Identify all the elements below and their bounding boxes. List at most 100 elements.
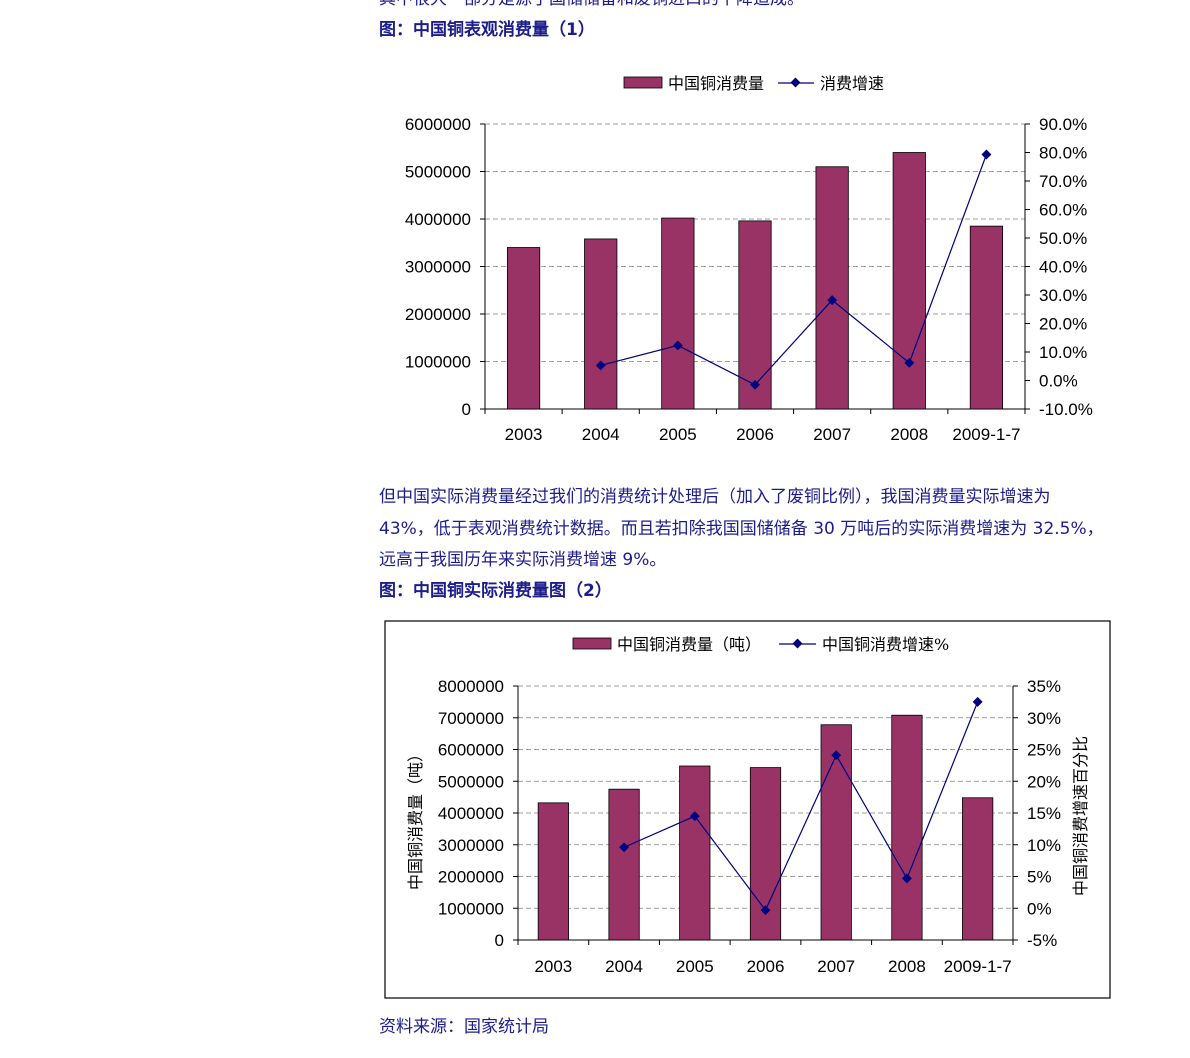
x-tick-label: 2008 — [888, 957, 926, 976]
y-tick-label-right: -10.0% — [1039, 400, 1093, 419]
line-point — [901, 873, 912, 884]
y-tick-label-right: 15% — [1027, 804, 1061, 823]
x-tick-label: 2009-1-7 — [944, 957, 1012, 976]
x-tick-label: 2005 — [659, 425, 697, 444]
y-tick-label-left: 5000000 — [438, 772, 504, 791]
bar — [892, 152, 926, 410]
bar — [506, 247, 541, 410]
y-tick-label-left: 2000000 — [438, 868, 504, 887]
line-point — [689, 811, 700, 822]
line-point — [595, 360, 606, 371]
x-tick-label: 2008 — [890, 425, 928, 444]
bar — [661, 217, 695, 410]
bar — [891, 714, 923, 941]
y-tick-label-right: 25% — [1027, 741, 1061, 760]
x-tick-label: 2005 — [676, 957, 714, 976]
y-tick-label-left: 6000000 — [405, 115, 471, 134]
line-point — [760, 905, 771, 916]
y-tick-label-left: 6000000 — [438, 741, 504, 760]
x-tick-label: 2003 — [534, 957, 572, 976]
bar — [608, 788, 640, 941]
y-tick-label-right: 20.0% — [1039, 315, 1087, 334]
legend-bar-swatch — [623, 76, 663, 89]
line-point — [972, 696, 983, 707]
y-tick-label-right: 20% — [1027, 772, 1061, 791]
line-point — [672, 340, 683, 351]
legend-label: 消费增速 — [820, 74, 884, 93]
analysis-paragraph: 但中国实际消费量经过我们的消费统计处理后（加入了废铜比例），我国消费量实际增速为… — [379, 482, 1139, 577]
growth-line — [623, 701, 979, 912]
line-point — [981, 149, 992, 160]
y-tick-label-left: 0 — [495, 931, 504, 950]
bar — [962, 797, 994, 941]
y-tick-label-right: 80.0% — [1039, 144, 1087, 163]
y-tick-label-right: 0% — [1027, 899, 1052, 918]
legend-label: 中国铜消费量（吨） — [617, 635, 761, 654]
chart1: 中国铜消费量 消费增速 6000000 5000000 4000000 3000000… — [405, 74, 1093, 444]
chart1-legend: 中国铜消费量 消费增速 — [623, 74, 884, 93]
y-tick-label-left: 8000000 — [438, 677, 504, 696]
growth-line — [600, 154, 987, 386]
chart2-frame — [384, 620, 1111, 999]
y-tick-label-left: 1000000 — [405, 353, 471, 372]
y-tick-label-right: 10.0% — [1039, 343, 1087, 362]
y-tick-label-left: 3000000 — [405, 258, 471, 277]
y-tick-label-right: -5% — [1027, 931, 1057, 950]
bar — [584, 238, 618, 410]
legend-bar-swatch — [572, 637, 612, 650]
y-tick-label-left: 1000000 — [438, 899, 504, 918]
y-tick-label-left: 3000000 — [438, 836, 504, 855]
y-tick-label-right: 10% — [1027, 836, 1061, 855]
line-point — [904, 357, 915, 368]
x-tick-label: 2006 — [736, 425, 774, 444]
bar — [679, 765, 711, 941]
line-point — [619, 842, 630, 853]
x-tick-label: 2009-1-7 — [952, 425, 1020, 444]
x-tick-label: 2004 — [582, 425, 620, 444]
y-tick-label-right: 90.0% — [1039, 115, 1087, 134]
y-tick-label-right: 30% — [1027, 709, 1061, 728]
legend-label: 中国铜消费量 — [668, 74, 764, 93]
chart1-heading: 图：中国铜表观消费量（1） — [379, 20, 595, 40]
bar — [815, 166, 849, 410]
y-tick-label-right: 60.0% — [1039, 201, 1087, 220]
paragraph-fragment: 其中很大一部分是源于国储储备和废铜进口的下降造成。 — [379, 0, 804, 15]
chart2-heading: 图：中国铜实际消费量图（2） — [379, 581, 612, 601]
y-tick-label-left: 2000000 — [405, 305, 471, 324]
y-tick-label-right: 0.0% — [1039, 372, 1078, 391]
bar — [820, 724, 852, 941]
line-point — [831, 750, 842, 761]
y-tick-label-right: 30.0% — [1039, 286, 1087, 305]
y-tick-label-right: 5% — [1027, 868, 1052, 887]
y-tick-label-left: 5000000 — [405, 163, 471, 182]
chart2-legend: 中国铜消费量（吨） 中国铜消费增速% — [572, 635, 949, 654]
y-tick-label-right: 70.0% — [1039, 172, 1087, 191]
y-tick-label-left: 7000000 — [438, 709, 504, 728]
y-axis-label-left: 中国铜消费量（吨） — [406, 746, 425, 890]
source-note: 资料来源：国家统计局 — [379, 1017, 549, 1037]
y-tick-label-left: 4000000 — [438, 804, 504, 823]
chart2: 中国铜消费量（吨） 中国铜消费增速% 中国铜消费量（吨） 中国铜消费增速百分比 … — [384, 620, 1111, 999]
x-tick-label: 2006 — [747, 957, 785, 976]
x-tick-label: 2007 — [813, 425, 851, 444]
y-tick-label-left: 0 — [462, 400, 471, 419]
y-axis-label-right: 中国铜消费增速百分比 — [1071, 736, 1090, 896]
bar — [537, 802, 569, 941]
x-tick-label: 2004 — [605, 957, 643, 976]
paragraph-line: 但中国实际消费量经过我们的消费统计处理后（加入了废铜比例），我国消费量实际增速为 — [379, 487, 1051, 507]
paragraph-line: 43%，低于表观消费统计数据。而且若扣除我国国储储备 30 万吨后的实际消费增速… — [379, 518, 1104, 539]
paragraph-line: 远高于我国历年来实际消费增速 9%。 — [379, 550, 667, 570]
bar — [969, 225, 1004, 410]
y-tick-label-right: 40.0% — [1039, 258, 1087, 277]
y-tick-label-right: 50.0% — [1039, 229, 1087, 248]
legend-marker — [792, 638, 803, 649]
x-tick-label: 2003 — [505, 425, 543, 444]
legend-label: 中国铜消费增速% — [822, 635, 949, 654]
x-tick-label: 2007 — [817, 957, 855, 976]
line-point — [827, 295, 838, 306]
y-tick-label-right: 35% — [1027, 677, 1061, 696]
line-point — [750, 379, 760, 390]
legend-marker — [790, 77, 801, 88]
bar — [738, 220, 772, 410]
y-tick-label-left: 4000000 — [405, 210, 471, 229]
